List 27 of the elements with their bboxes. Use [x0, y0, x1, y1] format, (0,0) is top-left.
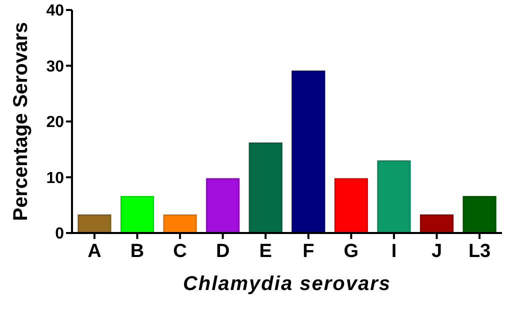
- y-tick-label: 30: [46, 58, 64, 76]
- y-tick-label: 40: [46, 2, 64, 20]
- bar: [292, 70, 326, 234]
- y-tick-label: 20: [46, 114, 64, 132]
- bar: [334, 178, 368, 234]
- y-axis-title: Percentage Serovars: [10, 22, 32, 222]
- x-tick-label: L3: [468, 241, 491, 262]
- bar: [78, 214, 112, 234]
- x-tick-label: A: [88, 241, 102, 262]
- x-tick-label: G: [344, 241, 359, 262]
- bar: [120, 196, 154, 234]
- x-tick-label: E: [259, 241, 272, 262]
- bar: [377, 160, 411, 234]
- x-tick-label: C: [173, 241, 188, 262]
- bar: [206, 178, 240, 234]
- x-axis-title: Chlamydia serovars: [182, 273, 392, 295]
- bar: [163, 214, 197, 234]
- x-tick-label: B: [130, 241, 144, 262]
- x-tick-label: F: [302, 241, 314, 262]
- y-tick-label: 10: [46, 170, 64, 187]
- bar: [462, 196, 496, 234]
- x-tick-label: D: [216, 241, 230, 262]
- y-tick-label: 0: [55, 226, 64, 243]
- bar: [248, 142, 282, 234]
- x-tick-label: J: [431, 241, 442, 262]
- bar: [420, 214, 454, 234]
- x-tick-label: I: [391, 241, 397, 262]
